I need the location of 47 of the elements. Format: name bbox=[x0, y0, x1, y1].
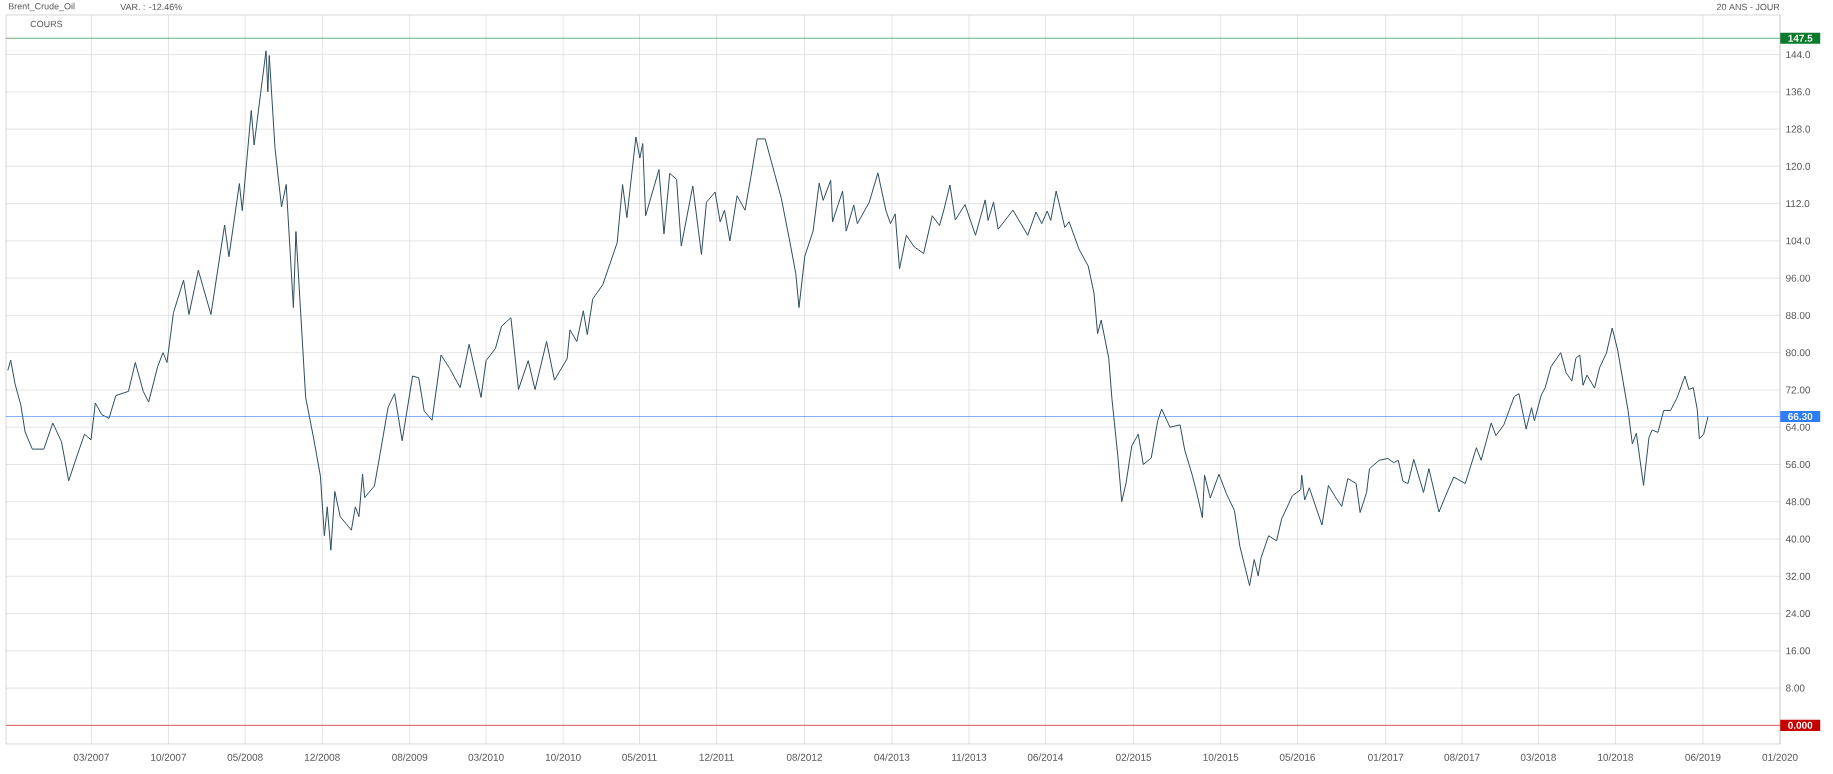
annotation: COURS bbox=[30, 20, 63, 28]
y-tick-label: 64.00 bbox=[1786, 423, 1811, 431]
text: 20 ANS - JOUR bbox=[1716, 3, 1780, 11]
x-tick-label: 01/2017 bbox=[1368, 753, 1404, 761]
ref-line-label: 66.30 bbox=[1788, 412, 1813, 421]
x-tick-label: 05/2011 bbox=[622, 753, 657, 761]
ref-line-label: 147.5 bbox=[1788, 34, 1813, 42]
x-tick-label: 10/2010 bbox=[545, 753, 581, 761]
x-tick-label: 11/2013 bbox=[952, 753, 987, 761]
chart-title: Brent_Crude_Oil bbox=[8, 2, 75, 12]
chart-subtitle: VAR. : -12.46% bbox=[120, 3, 182, 11]
y-tick-label: 128.0 bbox=[1786, 125, 1811, 133]
x-tick-label: 06/2014 bbox=[1027, 753, 1064, 761]
y-tick-label: 80.00 bbox=[1785, 349, 1811, 357]
y-tick-label: 88.00 bbox=[1785, 311, 1811, 319]
x-tick-label: 03/2010 bbox=[468, 753, 504, 761]
x-tick-label: 08/2012 bbox=[786, 753, 822, 761]
x-tick-label: 03/2018 bbox=[1520, 753, 1556, 761]
y-tick-label: 32.00 bbox=[1785, 572, 1811, 580]
y-tick-label: 96.00 bbox=[1786, 274, 1811, 282]
y-tick-label: 104.0 bbox=[1786, 237, 1811, 245]
x-tick-label: 10/2018 bbox=[1598, 753, 1634, 761]
x-tick-label: 08/2009 bbox=[392, 753, 428, 761]
x-tick-label: 12/2008 bbox=[304, 753, 340, 761]
y-tick-label: 40.00 bbox=[1785, 535, 1811, 543]
y-tick-label: 48.00 bbox=[1785, 498, 1811, 506]
x-tick-label: 08/2017 bbox=[1444, 753, 1480, 761]
x-tick-label: 06/2019 bbox=[1685, 753, 1721, 761]
y-tick-label: 24.00 bbox=[1786, 610, 1811, 618]
x-tick-label: 02/2015 bbox=[1115, 753, 1152, 761]
ref-line-label: 0.000 bbox=[1788, 721, 1813, 729]
y-tick-label: 16.00 bbox=[1786, 647, 1811, 655]
x-tick-label: 03/2007 bbox=[73, 753, 109, 761]
x-tick-label: 01/2020 bbox=[1762, 753, 1798, 761]
x-tick-label: 05/2008 bbox=[227, 753, 263, 761]
y-tick-label: 72.00 bbox=[1786, 386, 1811, 394]
y-tick-label: 8.00 bbox=[1785, 684, 1805, 692]
x-tick-label: 10/2007 bbox=[151, 753, 186, 761]
y-tick-label: 144.0 bbox=[1786, 51, 1811, 59]
x-tick-label: 04/2013 bbox=[874, 753, 910, 761]
x-tick-label: 05/2016 bbox=[1279, 753, 1316, 761]
y-tick-label: 56.00 bbox=[1785, 460, 1811, 469]
y-tick-label: 120.0 bbox=[1786, 162, 1811, 170]
y-tick-label: 112.0 bbox=[1786, 200, 1810, 208]
y-tick-label: 136.0 bbox=[1786, 88, 1811, 96]
x-tick-label: 10/2015 bbox=[1203, 753, 1239, 761]
x-tick-label: 12/2011 bbox=[699, 753, 734, 761]
